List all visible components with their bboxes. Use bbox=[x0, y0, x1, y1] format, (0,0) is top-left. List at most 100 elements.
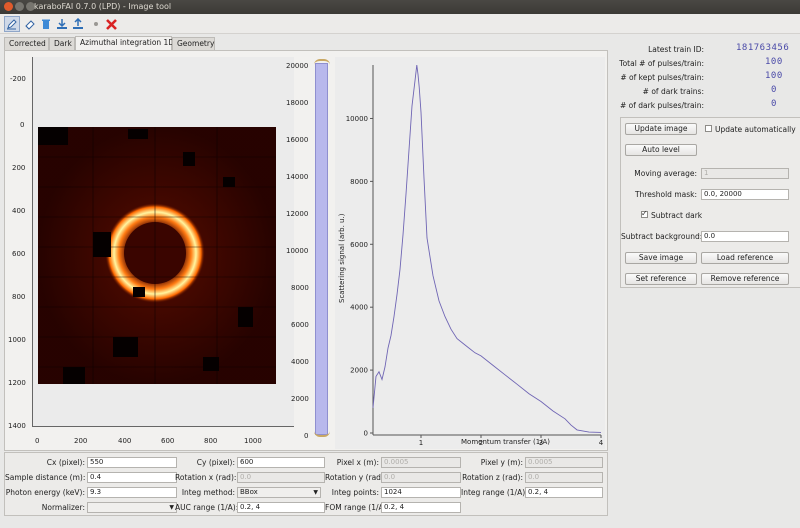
histogram-tick: 14000 bbox=[286, 173, 309, 181]
level-min-handle[interactable] bbox=[314, 431, 330, 437]
control-panel: Update image Update automatically Auto l… bbox=[620, 117, 800, 288]
subtract-background-label: Subtract background: bbox=[621, 232, 703, 241]
dark-pulses-label: # of dark pulses/train: bbox=[620, 101, 704, 110]
subtract-dark-checkbox[interactable] bbox=[641, 209, 648, 218]
total-pulses-label: Total # of pulses/train: bbox=[619, 59, 704, 68]
chart-xlabel: Momentum transfer (1/A) bbox=[461, 438, 551, 446]
histogram-tick: 2000 bbox=[291, 395, 309, 403]
pixel-x-label: Pixel x (m): bbox=[336, 458, 379, 467]
dark-trains-label: # of dark trains: bbox=[642, 87, 704, 96]
window-close-button[interactable] bbox=[4, 2, 13, 11]
rotation-x-input[interactable]: 0.0 bbox=[237, 472, 325, 483]
tab-corrected[interactable]: Corrected bbox=[4, 37, 49, 50]
latest-train-id-value: 181763456 bbox=[736, 43, 790, 53]
window-minimize-button[interactable] bbox=[15, 2, 24, 11]
integ-points-input[interactable]: 1024 bbox=[381, 487, 461, 498]
dot-icon bbox=[88, 16, 104, 32]
tab-azimuthal-integration-1d[interactable]: Azimuthal integration 1D bbox=[75, 36, 174, 50]
auc-range-input[interactable]: 0.2, 4 bbox=[237, 502, 325, 513]
moving-average-input[interactable]: 1 bbox=[701, 168, 789, 179]
y-tick-label: 8000 bbox=[350, 178, 368, 186]
subtract-background-input[interactable]: 0.0 bbox=[701, 231, 789, 242]
x-tick-label: 2 bbox=[479, 439, 483, 447]
sample-distance-input[interactable]: 0.4 bbox=[87, 472, 177, 483]
y-tick-label: 2000 bbox=[350, 367, 368, 375]
y-tick-label: 1200 bbox=[8, 379, 26, 387]
azimuthal-plot[interactable]: 0 2000 4000 6000 8000 10000 1 2 3 4 bbox=[335, 57, 605, 449]
window-maximize-button[interactable] bbox=[26, 2, 35, 11]
trash-icon[interactable] bbox=[38, 16, 54, 32]
eraser-icon[interactable] bbox=[22, 16, 38, 32]
download-icon[interactable] bbox=[54, 16, 70, 32]
azimuthal-chart: 0 2000 4000 6000 8000 10000 1 2 3 4 bbox=[346, 64, 604, 447]
upload-icon[interactable] bbox=[70, 16, 86, 32]
x-tick-label: 4 bbox=[599, 439, 604, 447]
plot-pane: -200 0 200 400 600 800 1000 1200 1400 0 … bbox=[4, 50, 608, 451]
pixel-y-label: Pixel y (m): bbox=[480, 458, 523, 467]
tab-dark[interactable]: Dark bbox=[49, 37, 75, 50]
window-title: karaboFAI 0.7.0 (LPD) - Image tool bbox=[34, 2, 172, 11]
image-view[interactable] bbox=[32, 57, 294, 427]
histogram-tick: 10000 bbox=[286, 247, 309, 255]
tab-geometry[interactable]: Geometry bbox=[172, 37, 215, 50]
integ-method-label: Integ method: bbox=[181, 488, 235, 497]
auc-range-label: AUC range (1/A): bbox=[175, 503, 239, 512]
histogram-tick: 8000 bbox=[291, 284, 309, 292]
close-x-icon[interactable] bbox=[103, 16, 119, 32]
chevron-down-icon: ▼ bbox=[169, 504, 174, 511]
load-reference-button[interactable]: Load reference bbox=[701, 252, 789, 264]
rotation-z-label: Rotation z (rad): bbox=[462, 473, 523, 482]
integ-method-select[interactable]: BBox ▼ bbox=[237, 487, 321, 498]
rotation-x-label: Rotation x (rad): bbox=[175, 473, 237, 482]
histogram-tick: 4000 bbox=[291, 358, 309, 366]
rotation-z-input[interactable]: 0.0 bbox=[525, 472, 603, 483]
y-tick-label: 1400 bbox=[8, 422, 26, 430]
rotation-y-input[interactable]: 0.0 bbox=[381, 472, 461, 483]
x-tick-label: 0 bbox=[35, 437, 40, 445]
cy-input[interactable]: 600 bbox=[237, 457, 325, 468]
save-image-button[interactable]: Save image bbox=[625, 252, 697, 264]
x-tick-label: 1 bbox=[419, 439, 423, 447]
integ-range-input[interactable]: 0.2, 4 bbox=[525, 487, 603, 498]
x-tick-label: 600 bbox=[161, 437, 175, 445]
threshold-mask-label: Threshold mask: bbox=[634, 190, 697, 199]
y-tick-label: 10000 bbox=[346, 115, 368, 123]
update-automatically-checkbox[interactable] bbox=[705, 125, 712, 132]
histogram-lut-bar[interactable] bbox=[315, 63, 328, 435]
y-tick-label: 0 bbox=[364, 430, 368, 438]
total-pulses-value: 100 bbox=[765, 57, 783, 67]
x-tick-label: 400 bbox=[118, 437, 132, 445]
fom-range-input[interactable]: 0.2, 4 bbox=[381, 502, 461, 513]
kept-pulses-label: # of kept pulses/train: bbox=[620, 73, 704, 82]
histogram-tick: 18000 bbox=[286, 99, 309, 107]
threshold-mask-input[interactable]: 0.0, 20000 bbox=[701, 189, 789, 200]
histogram-tick: 0 bbox=[304, 432, 309, 440]
update-image-button[interactable]: Update image bbox=[625, 123, 697, 135]
cx-label: Cx (pixel): bbox=[46, 458, 85, 467]
y-tick-label: 600 bbox=[12, 250, 26, 258]
level-max-handle[interactable] bbox=[314, 59, 330, 65]
photon-energy-input[interactable]: 9.3 bbox=[87, 487, 177, 498]
detector-image bbox=[38, 127, 276, 384]
set-reference-button[interactable]: Set reference bbox=[625, 273, 697, 285]
latest-train-id-label: Latest train ID: bbox=[648, 45, 704, 54]
pencil-icon[interactable] bbox=[4, 16, 20, 32]
remove-reference-button[interactable]: Remove reference bbox=[701, 273, 789, 285]
update-automatically-label: Update automatically bbox=[715, 125, 796, 134]
normalizer-select[interactable]: ▼ bbox=[87, 502, 177, 513]
cx-input[interactable]: 550 bbox=[87, 457, 177, 468]
y-tick-label: 400 bbox=[12, 207, 26, 215]
chevron-down-icon: ▼ bbox=[313, 489, 318, 496]
pixel-x-input[interactable]: 0.0005 bbox=[381, 457, 461, 468]
kept-pulses-value: 100 bbox=[765, 71, 783, 81]
x-tick-label: 800 bbox=[204, 437, 218, 445]
pixel-y-input[interactable]: 0.0005 bbox=[525, 457, 603, 468]
geometry-form: Cx (pixel): 550 Cy (pixel): 600 Pixel x … bbox=[4, 452, 608, 516]
integ-range-label: Integ range (1/A): bbox=[461, 488, 528, 497]
histogram-tick: 20000 bbox=[286, 62, 309, 70]
auto-level-button[interactable]: Auto level bbox=[625, 144, 697, 156]
x-tick-label: 200 bbox=[74, 437, 88, 445]
dark-pulses-value: 0 bbox=[771, 99, 777, 109]
x-tick-label: 1000 bbox=[244, 437, 262, 445]
cy-label: Cy (pixel): bbox=[196, 458, 235, 467]
